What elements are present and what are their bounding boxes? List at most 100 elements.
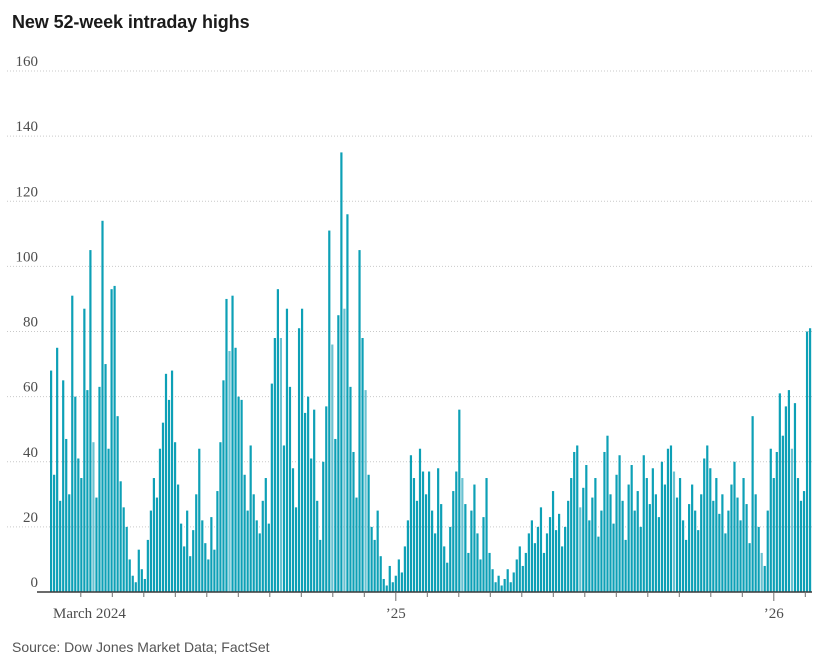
bar [137, 549, 140, 592]
bar [406, 520, 410, 592]
bar [775, 451, 778, 592]
bar [736, 497, 739, 592]
bar [352, 451, 355, 592]
bar [784, 406, 787, 592]
bar [74, 396, 77, 593]
bar [724, 533, 727, 592]
bar [799, 500, 803, 592]
bar [385, 585, 388, 592]
bar [131, 575, 134, 592]
bars [50, 152, 812, 593]
bar [83, 308, 86, 592]
bar [267, 523, 270, 592]
bar [198, 448, 201, 593]
bar [781, 435, 784, 592]
bar [539, 507, 543, 592]
bar [591, 497, 594, 592]
bar [219, 442, 222, 592]
x-axis [37, 591, 812, 601]
bar [624, 539, 627, 592]
y-tick-label: 20 [23, 510, 38, 526]
bar [149, 510, 152, 592]
bar [802, 491, 806, 592]
bar [630, 465, 633, 592]
bar [663, 484, 667, 592]
bar [694, 510, 697, 592]
bar [412, 478, 416, 592]
bar [485, 478, 488, 592]
bar [358, 250, 361, 592]
bar [772, 478, 775, 592]
bar [300, 308, 304, 592]
bar [279, 338, 283, 592]
bar [310, 458, 313, 592]
bar [415, 500, 419, 592]
bar [473, 484, 476, 592]
bar [494, 582, 497, 592]
bar [530, 520, 533, 592]
bar [107, 448, 110, 593]
bar [769, 448, 772, 593]
bar [573, 451, 576, 592]
bar [116, 416, 119, 592]
bar [158, 448, 162, 593]
bar [431, 510, 434, 592]
bar [170, 370, 174, 592]
bar [542, 552, 546, 592]
bar [681, 520, 685, 592]
bar [691, 484, 694, 592]
bar [207, 559, 210, 592]
bar [161, 422, 165, 592]
y-tick-label: 120 [16, 184, 39, 200]
bar [246, 510, 249, 592]
bar [808, 328, 812, 592]
bar [576, 445, 579, 592]
bar [748, 543, 751, 592]
bar [240, 399, 243, 592]
bar [164, 373, 168, 592]
bar [440, 504, 443, 592]
bar [482, 517, 485, 592]
bar [751, 416, 754, 592]
bar [500, 585, 503, 592]
bar [718, 513, 721, 592]
x-axis-label: March 2024 [53, 606, 126, 622]
y-tick-label: 0 [31, 575, 39, 591]
bar [564, 526, 567, 593]
bar [521, 565, 524, 592]
bar [313, 409, 316, 592]
bar [554, 530, 558, 592]
bar [273, 338, 276, 592]
bar [594, 478, 597, 592]
bar [261, 500, 264, 592]
bar [745, 504, 748, 592]
bar [437, 468, 440, 592]
bar [497, 575, 500, 592]
bar [134, 582, 137, 592]
bar [561, 546, 564, 592]
bar [455, 471, 458, 592]
bar [343, 308, 346, 592]
bar [113, 285, 116, 592]
bar [125, 526, 128, 593]
bar [675, 497, 679, 592]
bar [733, 461, 736, 592]
bar [373, 539, 376, 592]
bar [167, 399, 171, 592]
bar [633, 510, 636, 592]
bar [757, 526, 760, 593]
y-tick-label: 80 [23, 315, 38, 331]
bar [461, 478, 464, 592]
bar [382, 578, 385, 593]
bar [59, 500, 62, 592]
bar [186, 510, 189, 592]
bar [122, 507, 125, 592]
bar [77, 458, 80, 592]
bar [270, 383, 273, 592]
bar [515, 559, 518, 592]
bar [62, 380, 65, 592]
bar [527, 533, 530, 592]
bar [476, 533, 479, 592]
